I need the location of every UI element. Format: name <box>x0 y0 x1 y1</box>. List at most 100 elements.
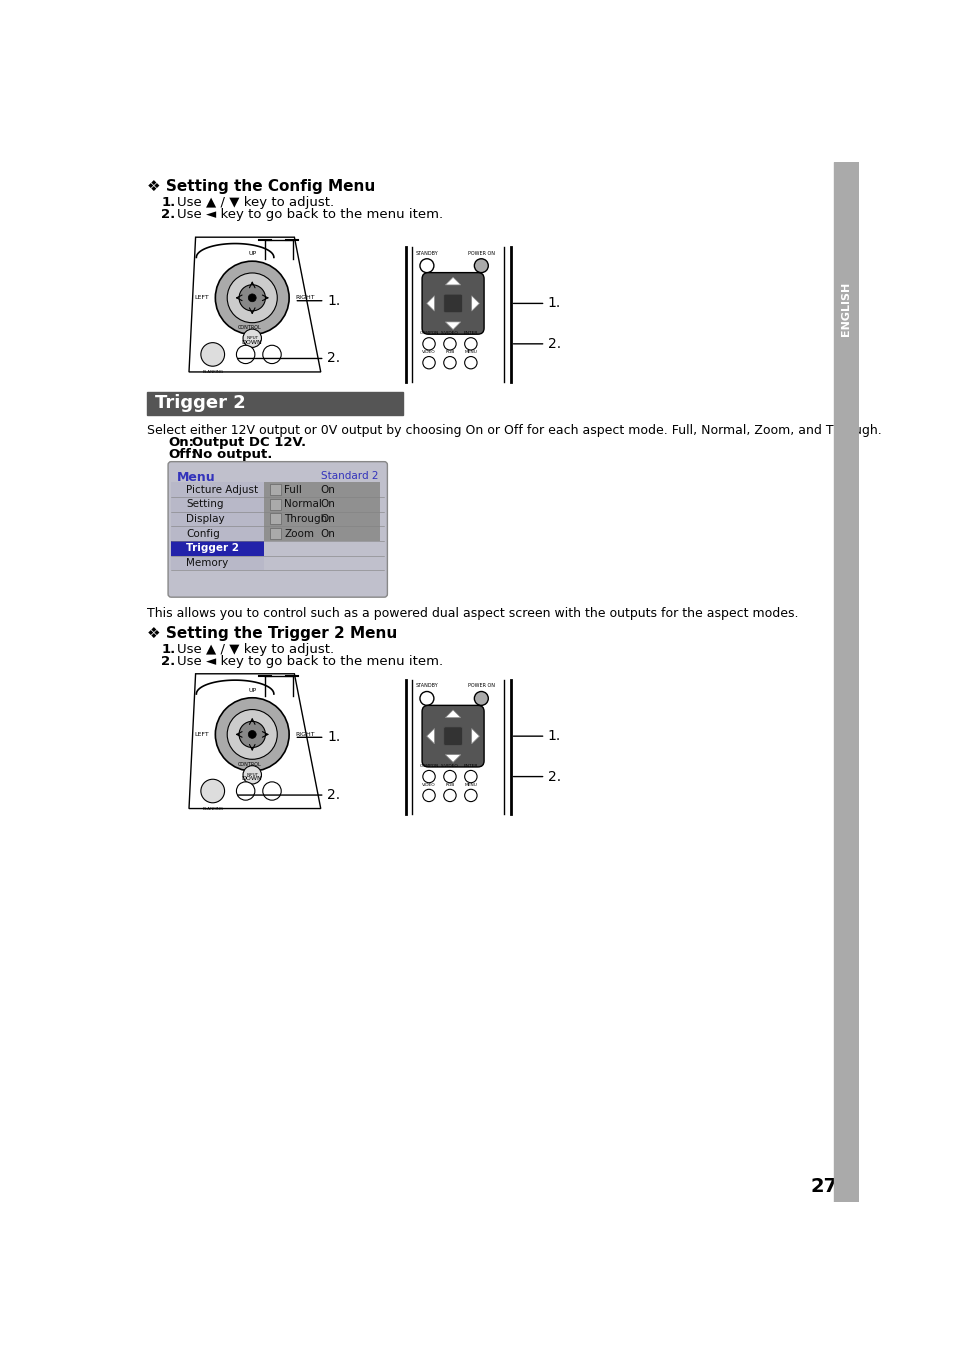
Text: POWER ON: POWER ON <box>467 684 495 689</box>
Text: 1.: 1. <box>547 296 560 311</box>
Text: Menu: Menu <box>176 471 215 484</box>
Text: On: On <box>320 528 335 539</box>
Text: On: On <box>320 500 335 509</box>
Circle shape <box>262 782 281 800</box>
Bar <box>264 512 380 527</box>
Text: Use ◄ key to go back to the menu item.: Use ◄ key to go back to the menu item. <box>176 655 442 667</box>
Text: DOWN: DOWN <box>242 777 262 781</box>
Bar <box>171 555 264 570</box>
Text: COMPON: COMPON <box>419 765 438 769</box>
Text: 1.: 1. <box>161 643 175 655</box>
Circle shape <box>239 285 265 311</box>
Circle shape <box>236 346 254 363</box>
Bar <box>171 482 264 497</box>
Polygon shape <box>426 296 434 311</box>
Text: RGB: RGB <box>445 784 455 788</box>
Text: Output DC 12V.: Output DC 12V. <box>192 436 306 450</box>
Text: Through: Through <box>284 513 327 524</box>
Text: Full: Full <box>284 485 302 494</box>
Text: Memory: Memory <box>186 558 228 567</box>
Text: Normal: Normal <box>284 500 322 509</box>
Circle shape <box>239 721 265 747</box>
Text: LEFT: LEFT <box>193 732 209 736</box>
Text: 2.: 2. <box>547 336 560 351</box>
FancyBboxPatch shape <box>421 273 483 334</box>
Text: 1.: 1. <box>547 730 560 743</box>
Circle shape <box>201 343 224 366</box>
Text: 1.: 1. <box>161 196 175 209</box>
Text: 27: 27 <box>810 1177 837 1196</box>
Text: 2.: 2. <box>161 655 175 667</box>
Text: STANDBY: STANDBY <box>416 251 437 255</box>
FancyBboxPatch shape <box>443 727 462 746</box>
Circle shape <box>248 295 256 301</box>
Text: 1.: 1. <box>327 731 340 744</box>
Circle shape <box>243 766 261 784</box>
Bar <box>171 527 264 540</box>
Bar <box>264 497 380 512</box>
Text: DOWN: DOWN <box>242 339 262 345</box>
Text: COMPON: COMPON <box>419 331 438 335</box>
Circle shape <box>215 261 289 335</box>
Circle shape <box>262 346 281 363</box>
Circle shape <box>243 330 261 347</box>
Text: Use ▲ / ▼ key to adjust.: Use ▲ / ▼ key to adjust. <box>176 643 334 655</box>
Bar <box>171 497 264 512</box>
Text: VIDEO: VIDEO <box>422 784 436 788</box>
Circle shape <box>227 273 277 323</box>
Bar <box>171 540 264 555</box>
Text: RGB: RGB <box>445 350 455 354</box>
Text: Use ◄ key to go back to the menu item.: Use ◄ key to go back to the menu item. <box>176 208 442 222</box>
Text: UP: UP <box>248 251 256 255</box>
Bar <box>270 513 281 524</box>
Polygon shape <box>445 277 460 285</box>
Text: CONTROL: CONTROL <box>237 326 261 330</box>
Text: INPUT: INPUT <box>246 773 258 777</box>
Text: Use ▲ / ▼ key to adjust.: Use ▲ / ▼ key to adjust. <box>176 196 334 209</box>
Text: ENGLISH: ENGLISH <box>841 281 850 335</box>
Text: CONTROL: CONTROL <box>237 762 261 766</box>
Bar <box>171 469 384 482</box>
Text: ❖ Setting the Config Menu: ❖ Setting the Config Menu <box>147 180 375 195</box>
Circle shape <box>236 782 254 800</box>
Text: ❖ Setting the Trigger 2 Menu: ❖ Setting the Trigger 2 Menu <box>147 626 397 640</box>
Text: RIGHT: RIGHT <box>295 732 315 736</box>
Text: On:: On: <box>169 436 194 450</box>
Text: 2.: 2. <box>547 770 560 784</box>
Text: Select either 12V output or 0V output by choosing On or Off for each aspect mode: Select either 12V output or 0V output by… <box>147 424 881 436</box>
Text: STANDBY: STANDBY <box>416 684 437 689</box>
Bar <box>264 527 380 540</box>
Text: Setting: Setting <box>186 500 223 509</box>
Text: MENU: MENU <box>464 350 476 354</box>
Circle shape <box>248 731 256 739</box>
Bar <box>270 528 281 539</box>
Polygon shape <box>445 755 460 762</box>
Polygon shape <box>471 296 479 311</box>
Text: ENTER: ENTER <box>463 765 477 769</box>
Text: INPUT: INPUT <box>246 336 258 340</box>
Text: No output.: No output. <box>192 447 273 461</box>
Text: Config: Config <box>186 528 219 539</box>
Circle shape <box>474 259 488 273</box>
Circle shape <box>227 709 277 759</box>
Text: MENU: MENU <box>464 784 476 788</box>
FancyBboxPatch shape <box>443 295 462 312</box>
Text: Off:: Off: <box>169 447 197 461</box>
Text: Picture Adjust: Picture Adjust <box>186 485 257 494</box>
Polygon shape <box>426 728 434 744</box>
Text: Standard 2: Standard 2 <box>321 471 378 481</box>
Text: POWER ON: POWER ON <box>467 251 495 255</box>
Polygon shape <box>445 322 460 330</box>
Circle shape <box>474 692 488 705</box>
Bar <box>264 482 380 497</box>
Circle shape <box>201 780 224 802</box>
Bar <box>171 512 264 527</box>
Text: Display: Display <box>186 513 224 524</box>
FancyBboxPatch shape <box>421 705 483 767</box>
Text: This allows you to control such as a powered dual aspect screen with the outputs: This allows you to control such as a pow… <box>147 607 798 620</box>
Text: On: On <box>320 513 335 524</box>
Text: 2.: 2. <box>161 208 175 222</box>
Text: BLANKING: BLANKING <box>202 370 223 374</box>
Bar <box>147 392 402 415</box>
Text: 2.: 2. <box>327 788 339 802</box>
